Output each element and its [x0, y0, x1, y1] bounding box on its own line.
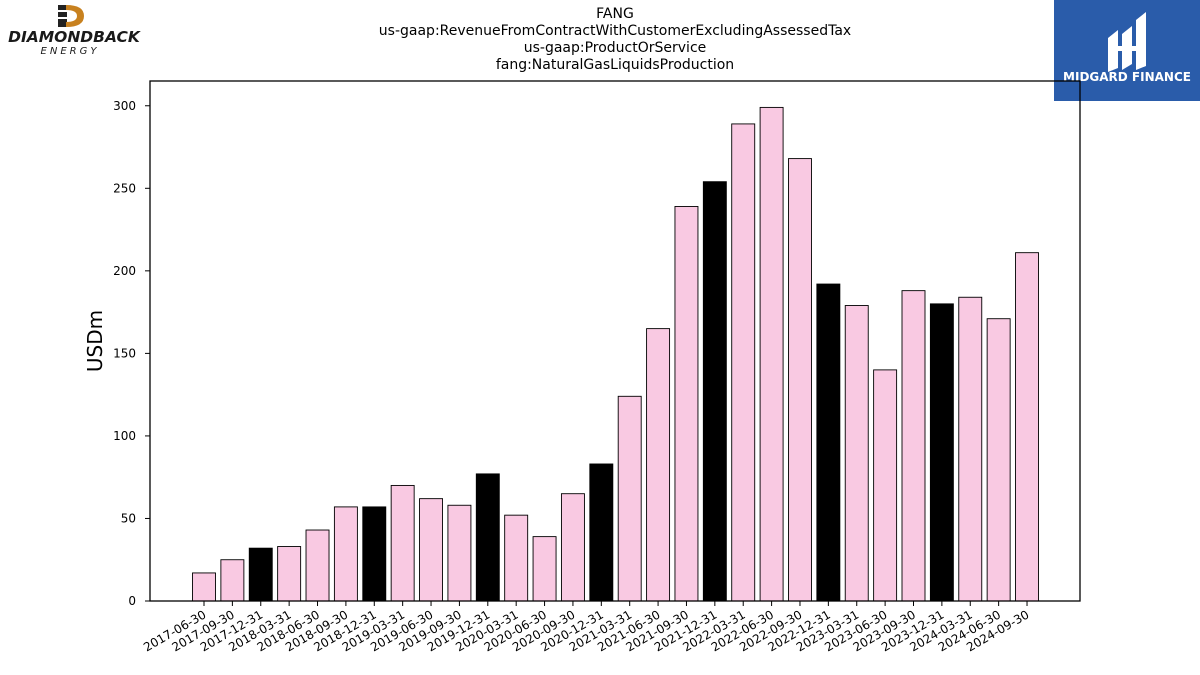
bar-2022-12-31	[816, 283, 841, 602]
bar-2024-09-30	[1015, 252, 1039, 602]
diamondback-mark-icon	[58, 5, 84, 27]
bar-2022-09-30	[788, 158, 812, 602]
title-line-concept: us-gaap:RevenueFromContractWithCustomerE…	[378, 23, 852, 39]
logo-text-energy: ENERGY	[41, 46, 100, 57]
bar-2020-06-30	[532, 536, 557, 602]
diamondback-energy-logo: DIAMONDBACK ENERGY	[8, 5, 141, 57]
chart-title: FANG us-gaap:RevenueFromContractWithCust…	[300, 6, 930, 74]
title-line-axis: us-gaap:ProductOrService	[523, 40, 707, 56]
bar-2019-09-30	[447, 504, 472, 602]
bar-2023-12-31	[929, 303, 954, 602]
bar-2021-12-31	[702, 181, 727, 602]
bar-2024-06-30	[986, 318, 1011, 602]
bar-2022-06-30	[759, 106, 784, 602]
y-tick-label: 300	[113, 99, 136, 113]
bar-2020-12-31	[589, 463, 614, 602]
plot-frame	[149, 80, 1081, 602]
bar-2017-12-31	[248, 547, 273, 602]
bar-2017-09-30	[220, 559, 245, 602]
y-tick-label: 150	[113, 346, 136, 360]
bar-2021-09-30	[674, 206, 699, 602]
bar-2018-09-30	[333, 506, 358, 602]
bar-2019-12-31	[475, 473, 500, 602]
bar-2023-06-30	[873, 369, 898, 602]
bar-2018-06-30	[305, 529, 330, 602]
bar-2019-06-30	[419, 498, 443, 602]
bar-2020-03-31	[504, 514, 529, 602]
bar-2021-03-31	[617, 395, 642, 602]
bar-2023-09-30	[901, 290, 926, 602]
bars-layer	[192, 106, 1039, 602]
logo-text-diamondback: DIAMONDBACK	[8, 28, 141, 46]
y-tick-label: 200	[113, 264, 136, 278]
y-tick-label: 250	[113, 181, 136, 195]
y-tick-label: 0	[128, 594, 136, 608]
logo-text-midgard-finance: MIDGARD FINANCE	[1063, 70, 1191, 84]
y-tick-label: 100	[113, 429, 136, 443]
midgard-finance-logo: MIDGARD FINANCE	[1054, 0, 1200, 101]
bar-2023-03-31	[844, 305, 869, 602]
bar-2018-12-31	[362, 506, 387, 602]
bar-2017-06-30	[192, 572, 216, 602]
bar-2024-03-31	[958, 296, 983, 602]
bar-2021-06-30	[646, 328, 671, 602]
title-line-ticker: FANG	[596, 6, 634, 22]
bar-2019-03-31	[390, 484, 415, 602]
bar-2018-03-31	[277, 546, 302, 602]
midgard-mark-icon	[1108, 12, 1146, 72]
y-tick-label: 50	[121, 511, 136, 525]
bar-2020-09-30	[560, 493, 585, 602]
bar-2022-03-31	[731, 123, 756, 602]
title-line-member: fang:NaturalGasLiquidsProduction	[495, 57, 735, 73]
y-axis-label: USDm	[83, 310, 107, 372]
